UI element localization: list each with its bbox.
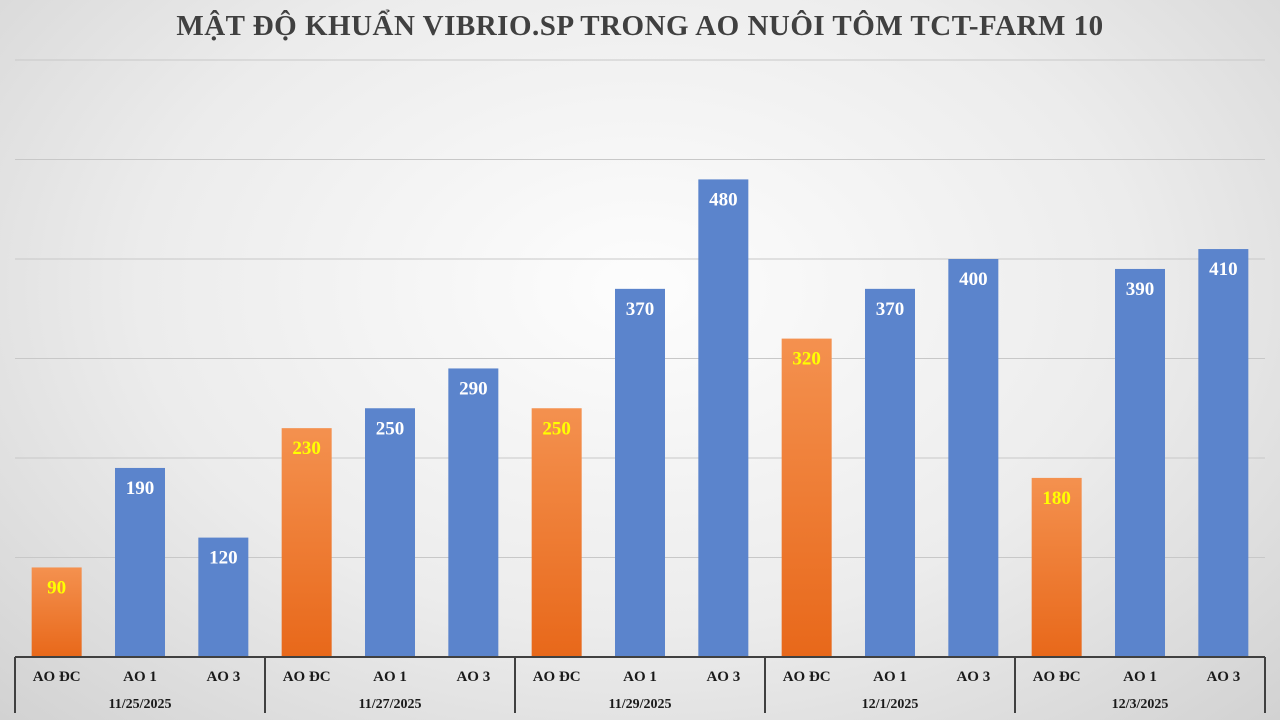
data-label: 370 — [626, 299, 655, 320]
data-label: 250 — [542, 418, 571, 439]
category-tick-label: AO 1 — [123, 669, 157, 685]
category-tick-label: AO ĐC — [283, 669, 331, 685]
bar — [948, 259, 999, 657]
group-date-label: 11/29/2025 — [608, 697, 671, 712]
bar — [1198, 249, 1249, 658]
group-date-label: 12/3/2025 — [1112, 697, 1169, 712]
category-tick-label: AO 3 — [706, 669, 740, 685]
bar — [198, 537, 249, 657]
bar — [615, 288, 665, 657]
bar — [365, 408, 415, 657]
category-tick-label: AO 3 — [1206, 669, 1240, 685]
bar — [781, 338, 832, 657]
category-tick-label: AO 1 — [873, 669, 907, 685]
bar — [1115, 268, 1165, 657]
bar — [1031, 477, 1082, 657]
data-label: 320 — [792, 349, 821, 370]
category-tick-label: AO 1 — [373, 669, 407, 685]
data-label: 90 — [47, 577, 66, 598]
group-date-label: 12/1/2025 — [862, 697, 919, 712]
category-tick-label: AO 3 — [456, 669, 490, 685]
group-date-label: 11/27/2025 — [358, 697, 421, 712]
bar — [865, 288, 915, 657]
data-label: 290 — [459, 378, 488, 399]
chart-title: MẬT ĐỘ KHUẨN VIBRIO.SP TRONG AO NUÔI TÔM… — [176, 10, 1104, 42]
group-date-label: 11/25/2025 — [108, 697, 171, 712]
category-tick-label: AO 3 — [206, 669, 240, 685]
bar — [448, 368, 499, 657]
data-label: 400 — [959, 269, 988, 290]
data-label: 250 — [376, 418, 405, 439]
category-tick-label: AO 1 — [623, 669, 657, 685]
category-tick-label: AO 3 — [956, 669, 990, 685]
data-label: 390 — [1126, 279, 1155, 300]
data-label: 370 — [876, 299, 905, 320]
data-label: 410 — [1209, 259, 1238, 280]
category-tick-label: AO ĐC — [533, 669, 581, 685]
category-tick-label: AO 1 — [1123, 669, 1157, 685]
category-tick-label: AO ĐC — [33, 669, 81, 685]
data-label: 120 — [209, 548, 238, 569]
bar — [115, 467, 165, 657]
category-tick-label: AO ĐC — [783, 669, 831, 685]
bar — [31, 567, 82, 657]
data-label: 180 — [1042, 488, 1071, 509]
bar — [698, 179, 749, 657]
data-label: 480 — [709, 189, 738, 210]
bar — [281, 428, 332, 657]
category-tick-label: AO ĐC — [1033, 669, 1081, 685]
bar — [531, 408, 582, 657]
data-label: 190 — [126, 478, 155, 499]
data-label: 230 — [292, 438, 321, 459]
